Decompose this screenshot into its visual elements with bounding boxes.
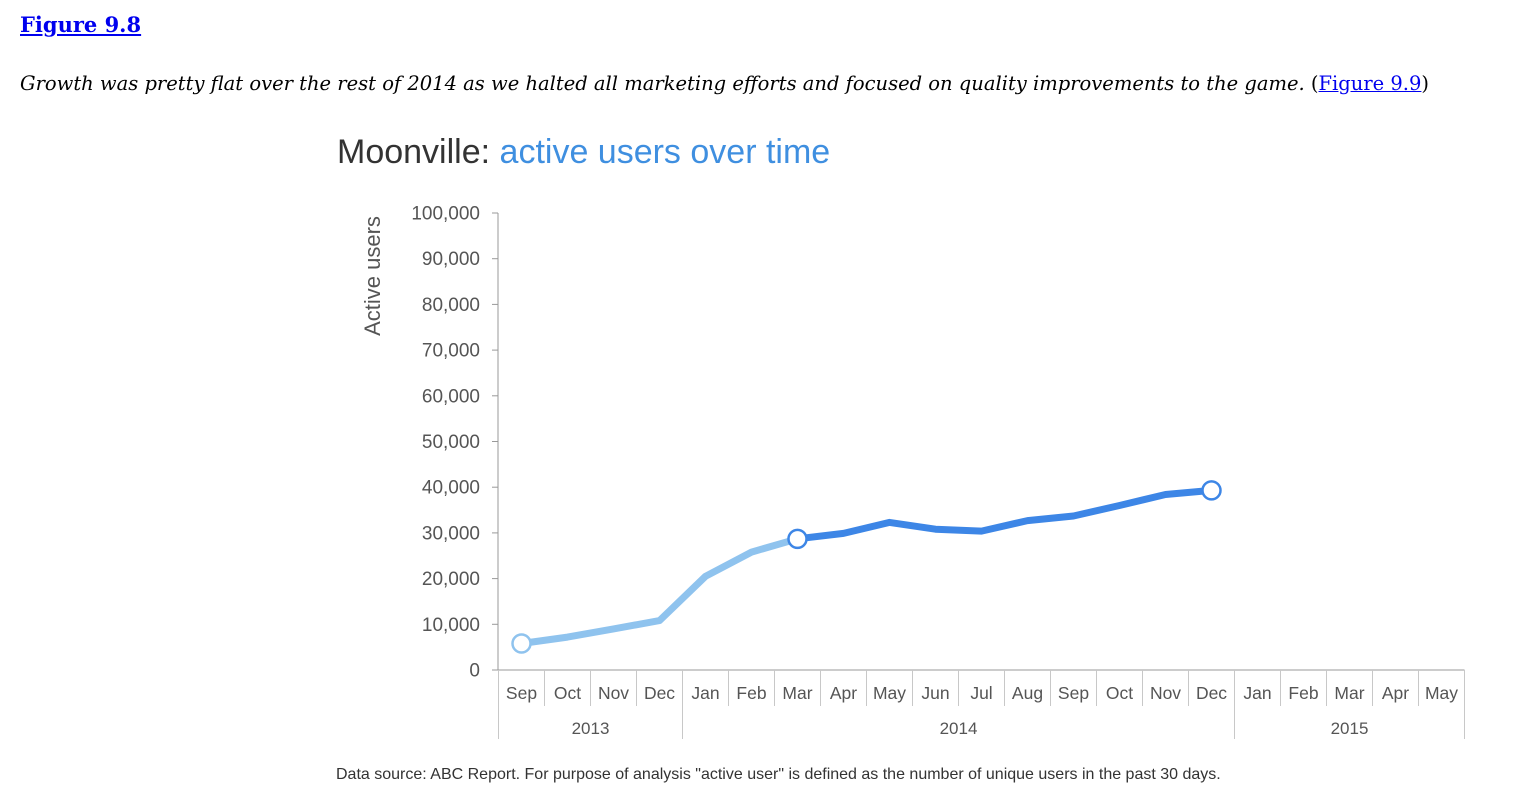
- y-tick-label: 20,000: [422, 569, 480, 590]
- x-tick-label: Oct: [1106, 683, 1133, 703]
- data-source-note: Data source: ABC Report. For purpose of …: [336, 766, 1221, 783]
- year-label: 2015: [1331, 719, 1369, 738]
- series-line-1: [518, 535, 801, 647]
- x-tick-label: May: [873, 683, 906, 703]
- x-tick-label: Nov: [598, 683, 629, 703]
- y-tick-label: 60,000: [422, 386, 480, 407]
- x-tick-label: Jun: [921, 683, 949, 703]
- chart-title-accent: active users over time: [500, 133, 831, 171]
- y-tick-label: 70,000: [422, 341, 480, 362]
- x-tick-label: Apr: [1382, 683, 1409, 703]
- x-tick-label: Mar: [1334, 683, 1364, 703]
- y-axis: 0 10,000 20,000 30,000 40,000 50,000 60,000 70,…: [411, 204, 499, 682]
- y-axis-label: Active users: [360, 216, 385, 336]
- caption-open-paren: (: [1310, 72, 1319, 95]
- x-tick-label: Sep: [506, 683, 537, 703]
- x-tick-label: Jul: [970, 683, 992, 703]
- y-tick-label: 100,000: [411, 204, 480, 225]
- chart-title-main: Moonville:: [337, 133, 490, 171]
- x-tick-label: Nov: [1150, 683, 1181, 703]
- y-tick-label: 80,000: [422, 295, 480, 316]
- y-tick-label: 10,000: [422, 615, 480, 636]
- series-layer: [518, 486, 1215, 647]
- y-tick-label: 0: [469, 661, 480, 682]
- data-point-marker: [511, 633, 532, 654]
- x-axis: Sep Oct Nov Dec Jan Feb Mar Apr May Jun Jul Aug Sep O…: [498, 669, 1465, 739]
- y-tick-label: 50,000: [422, 432, 480, 453]
- caption-close-paren: ): [1421, 72, 1430, 95]
- y-tick-label: 90,000: [422, 249, 480, 270]
- figure-caption: Growth was pretty flat over the rest of …: [20, 72, 1429, 95]
- x-tick-label: Mar: [782, 683, 812, 703]
- x-tick-label: Aug: [1012, 683, 1043, 703]
- x-tick-label: Apr: [830, 683, 857, 703]
- x-tick-label: Dec: [644, 683, 675, 703]
- x-tick-label: Oct: [554, 683, 581, 703]
- figure-9-9-link[interactable]: Figure 9.9: [1318, 72, 1422, 95]
- y-tick-label: 40,000: [422, 478, 480, 499]
- x-tick-label: May: [1425, 683, 1458, 703]
- x-tick-label: Jan: [691, 683, 719, 703]
- x-tick-label: Feb: [736, 683, 766, 703]
- x-tick-label: Dec: [1196, 683, 1227, 703]
- chart-title: Moonville: active users over time: [337, 133, 830, 171]
- x-tick-label: Jan: [1243, 683, 1271, 703]
- marker-layer: [511, 480, 1222, 654]
- series-line-2: [794, 486, 1215, 543]
- data-point-marker: [787, 528, 808, 550]
- figure-8-link[interactable]: Figure 9.8: [20, 12, 142, 37]
- data-point-marker: [1201, 480, 1222, 501]
- y-tick-label: 30,000: [422, 523, 480, 544]
- x-tick-label: Sep: [1058, 683, 1089, 703]
- caption-text: Growth was pretty flat over the rest of …: [20, 72, 1305, 95]
- year-label: 2014: [940, 719, 978, 738]
- x-tick-label: Feb: [1288, 683, 1318, 703]
- year-label: 2013: [572, 719, 610, 738]
